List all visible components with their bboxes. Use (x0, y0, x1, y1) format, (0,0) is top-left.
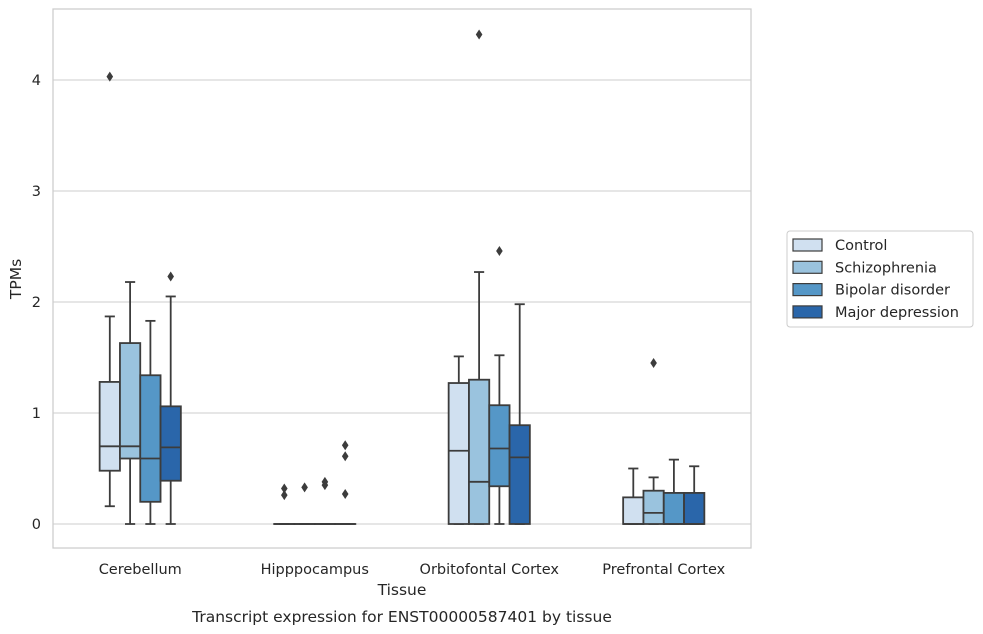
legend-label: Control (835, 238, 887, 254)
y-tick-labels: 0 1 2 3 4 (32, 73, 41, 533)
chart-caption: Transcript expression for ENST0000058740… (191, 608, 612, 626)
boxes (98, 29, 706, 525)
outlier-point (281, 490, 288, 501)
legend-swatch (792, 260, 823, 274)
box-1-3 (334, 440, 357, 525)
box-iqr (642, 489, 665, 525)
box-iqr (119, 342, 142, 460)
x-tick-label: Hipppocampus (261, 562, 369, 578)
y-tick-label: 0 (32, 517, 41, 533)
legend: Control Schizophrenia Bipolar disorder Majo… (786, 230, 974, 328)
box-0-3 (159, 271, 182, 525)
outlier-point (341, 489, 349, 500)
box-3-2 (662, 458, 685, 525)
box-iqr (139, 374, 162, 503)
y-tick-label: 1 (32, 406, 41, 422)
box-iqr (468, 378, 491, 525)
y-axis-label: TPMs (7, 259, 25, 300)
box-iqr (447, 382, 470, 525)
y-tick-label: 4 (32, 73, 41, 89)
outlier-point (341, 440, 349, 451)
x-tick-label: Orbitofontal Cortex (420, 562, 560, 578)
outlier-point (475, 29, 483, 40)
outlier-point (301, 482, 308, 493)
x-axis-label: Tissue (377, 581, 427, 599)
box-iqr (622, 496, 645, 525)
box-iqr (683, 492, 706, 525)
box-0-2 (139, 319, 162, 525)
outlier-point (106, 71, 114, 82)
outlier-point (496, 245, 503, 256)
x-tick-label: Cerebellum (99, 562, 182, 578)
box-iqr (488, 404, 511, 488)
plot-frame (52, 8, 752, 549)
legend-swatch (792, 305, 823, 319)
legend-swatch (792, 283, 823, 297)
box-iqr (662, 492, 685, 525)
outlier-point (281, 483, 288, 494)
box-0-0 (98, 71, 121, 508)
legend-swatch (792, 238, 823, 252)
y-tick-label: 3 (32, 184, 41, 200)
box-iqr (508, 424, 531, 525)
box-2-3 (508, 303, 531, 525)
x-tick-labels: Cerebellum Hipppocampus Orbitofontal Corte… (99, 562, 726, 578)
outlier-point (321, 476, 329, 487)
box-iqr (98, 381, 121, 472)
outlier-point (650, 358, 657, 369)
legend-label: Major depression (835, 305, 959, 321)
y-tick-label: 2 (32, 295, 41, 311)
legend-frame (786, 230, 974, 328)
box-3-3 (683, 465, 706, 525)
x-tick-label: Prefrontal Cortex (602, 562, 725, 578)
box-2-1 (468, 29, 491, 525)
outlier-point (167, 271, 174, 282)
legend-label: Schizophrenia (835, 260, 937, 276)
box-1-2 (313, 476, 336, 525)
outlier-point (341, 451, 349, 462)
legend-label: Bipolar disorder (835, 283, 950, 299)
box-iqr (159, 405, 182, 482)
